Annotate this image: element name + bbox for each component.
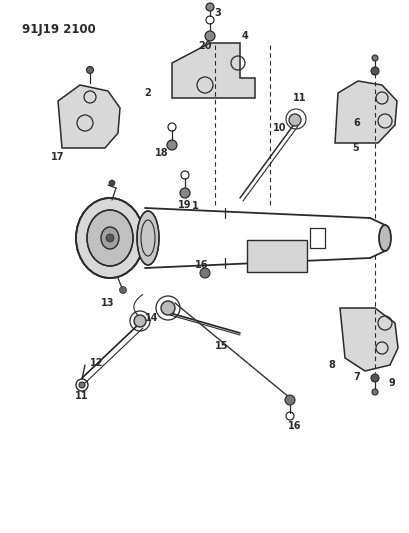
Text: 12: 12 <box>90 358 103 368</box>
Text: 17: 17 <box>51 152 65 162</box>
Circle shape <box>200 268 209 278</box>
Text: 20: 20 <box>198 41 211 51</box>
Text: 7: 7 <box>353 372 360 382</box>
Circle shape <box>284 395 294 405</box>
Circle shape <box>204 31 214 41</box>
Circle shape <box>371 389 377 395</box>
Polygon shape <box>172 43 254 98</box>
Circle shape <box>205 3 213 11</box>
Text: 8: 8 <box>328 360 335 370</box>
Text: 11: 11 <box>75 391 88 401</box>
Text: 91J19 2100: 91J19 2100 <box>22 23 96 36</box>
Circle shape <box>119 287 126 294</box>
Ellipse shape <box>137 211 159 265</box>
Circle shape <box>161 301 175 315</box>
Polygon shape <box>334 81 396 143</box>
Text: 5: 5 <box>352 143 359 153</box>
Circle shape <box>180 188 189 198</box>
Text: 11: 11 <box>292 93 306 103</box>
Ellipse shape <box>87 210 133 266</box>
Polygon shape <box>58 85 120 148</box>
Ellipse shape <box>101 227 119 249</box>
Circle shape <box>166 140 177 150</box>
Text: 15: 15 <box>215 341 228 351</box>
Circle shape <box>86 67 93 74</box>
Circle shape <box>371 55 377 61</box>
Text: 10: 10 <box>272 123 286 133</box>
Text: 18: 18 <box>155 148 169 158</box>
Circle shape <box>370 374 378 382</box>
Text: 13: 13 <box>101 298 115 308</box>
Text: 3: 3 <box>214 8 221 18</box>
Circle shape <box>288 114 300 126</box>
Circle shape <box>109 180 115 186</box>
Circle shape <box>79 382 85 388</box>
Text: 4: 4 <box>241 31 248 41</box>
Ellipse shape <box>378 225 390 251</box>
FancyBboxPatch shape <box>246 240 306 272</box>
Polygon shape <box>339 308 397 371</box>
Text: 9: 9 <box>388 378 394 388</box>
Text: 16: 16 <box>195 260 208 270</box>
Circle shape <box>106 234 114 242</box>
Text: 1: 1 <box>191 201 198 211</box>
Circle shape <box>134 315 146 327</box>
Text: 2: 2 <box>144 88 151 98</box>
Text: 16: 16 <box>288 421 301 431</box>
Circle shape <box>370 67 378 75</box>
Text: 19: 19 <box>178 200 191 210</box>
Ellipse shape <box>76 198 144 278</box>
Text: 6: 6 <box>353 118 360 128</box>
Text: 14: 14 <box>145 313 158 323</box>
